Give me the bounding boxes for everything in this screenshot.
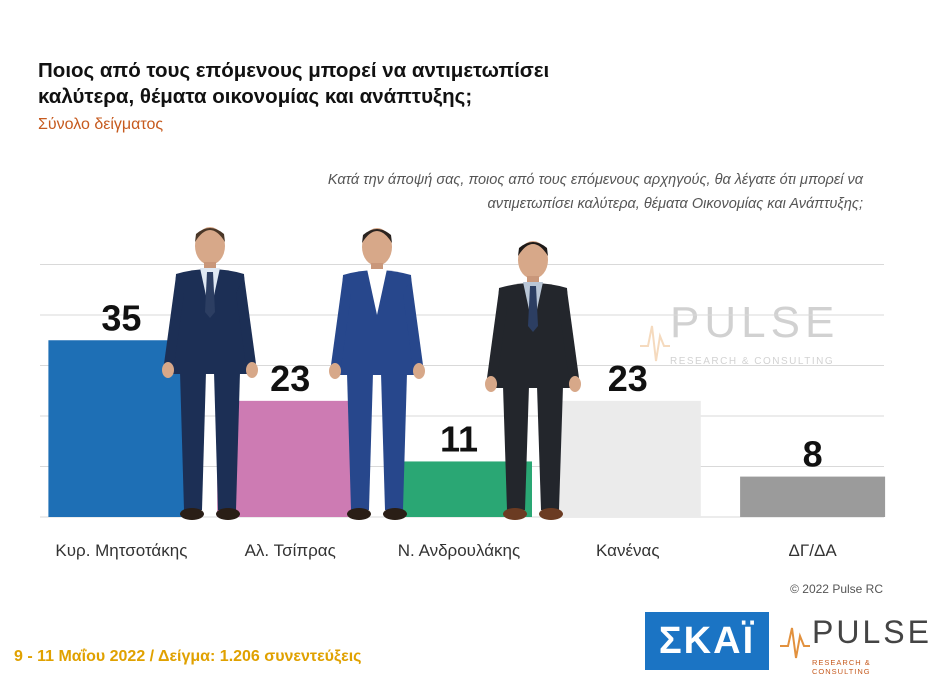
chart-subtitle: Σύνολο δείγματος	[38, 116, 164, 133]
pulse-wave-icon	[640, 325, 670, 362]
skai-logo: ΣΚΑΪ	[645, 612, 769, 670]
value-labels: 35 23 11 23 8	[101, 297, 822, 474]
title-line-1: Ποιος από τους επόμενους μπορεί να αντιμ…	[38, 59, 550, 82]
bars	[48, 340, 886, 517]
leader-figure	[485, 241, 581, 520]
chart-title: Ποιος από τους επόμενους μπορεί να αντιμ…	[38, 58, 549, 110]
question-line-2: αντιμετωπίσει καλύτερα, θέματα Οικονομία…	[487, 196, 863, 212]
leader-figures	[162, 227, 581, 520]
value-label: 23	[608, 358, 648, 399]
value-label: 11	[440, 418, 478, 459]
leader-figure	[329, 228, 425, 520]
category-label: Ν. Ανδρουλάκης	[398, 541, 520, 560]
question-line-1: Κατά την άποψή σας, ποιος από τους επόμε…	[327, 172, 863, 188]
title-line-2: καλύτερα, θέματα οικονομίας και ανάπτυξη…	[38, 85, 473, 108]
pulse-watermark: PULSE RESEARCH & CONSULTING	[640, 298, 850, 378]
value-label: 23	[270, 358, 310, 399]
copyright-notice: © 2022 Pulse RC	[790, 582, 883, 596]
bar	[217, 400, 364, 517]
category-labels: Κυρ. Μητσοτάκης Αλ. Τσίπρας Ν. Ανδρουλάκης…	[55, 541, 837, 560]
skai-logo-text: ΣΚΑΪ	[658, 619, 756, 662]
pulse-logo-tagline: RESEARCH & CONSULTING	[812, 658, 871, 676]
watermark-brand: PULSE	[670, 298, 840, 347]
watermark-tagline: RESEARCH & CONSULTING	[670, 356, 835, 367]
value-label: 35	[101, 297, 141, 338]
survey-question: Κατά την άποψή σας, ποιος από τους επόμε…	[328, 168, 863, 216]
category-label: Κανένας	[596, 541, 660, 560]
leader-figure	[162, 227, 258, 520]
category-label: Κυρ. Μητσοτάκης	[55, 541, 187, 560]
pulse-logo: PULSE RESEARCH & CONSULTING	[780, 612, 932, 676]
pulse-logo-text: PULSE	[812, 614, 932, 650]
bar	[554, 400, 701, 517]
category-label: ΔΓ/ΔΑ	[789, 541, 838, 560]
survey-footer: 9 - 11 Μαΐου 2022 / Δείγμα: 1.206 συνεντ…	[14, 648, 362, 665]
value-label: 8	[803, 434, 823, 475]
pulse-logo-wave-icon	[780, 627, 810, 659]
category-label: Αλ. Τσίπρας	[245, 541, 336, 560]
bar	[740, 476, 886, 517]
